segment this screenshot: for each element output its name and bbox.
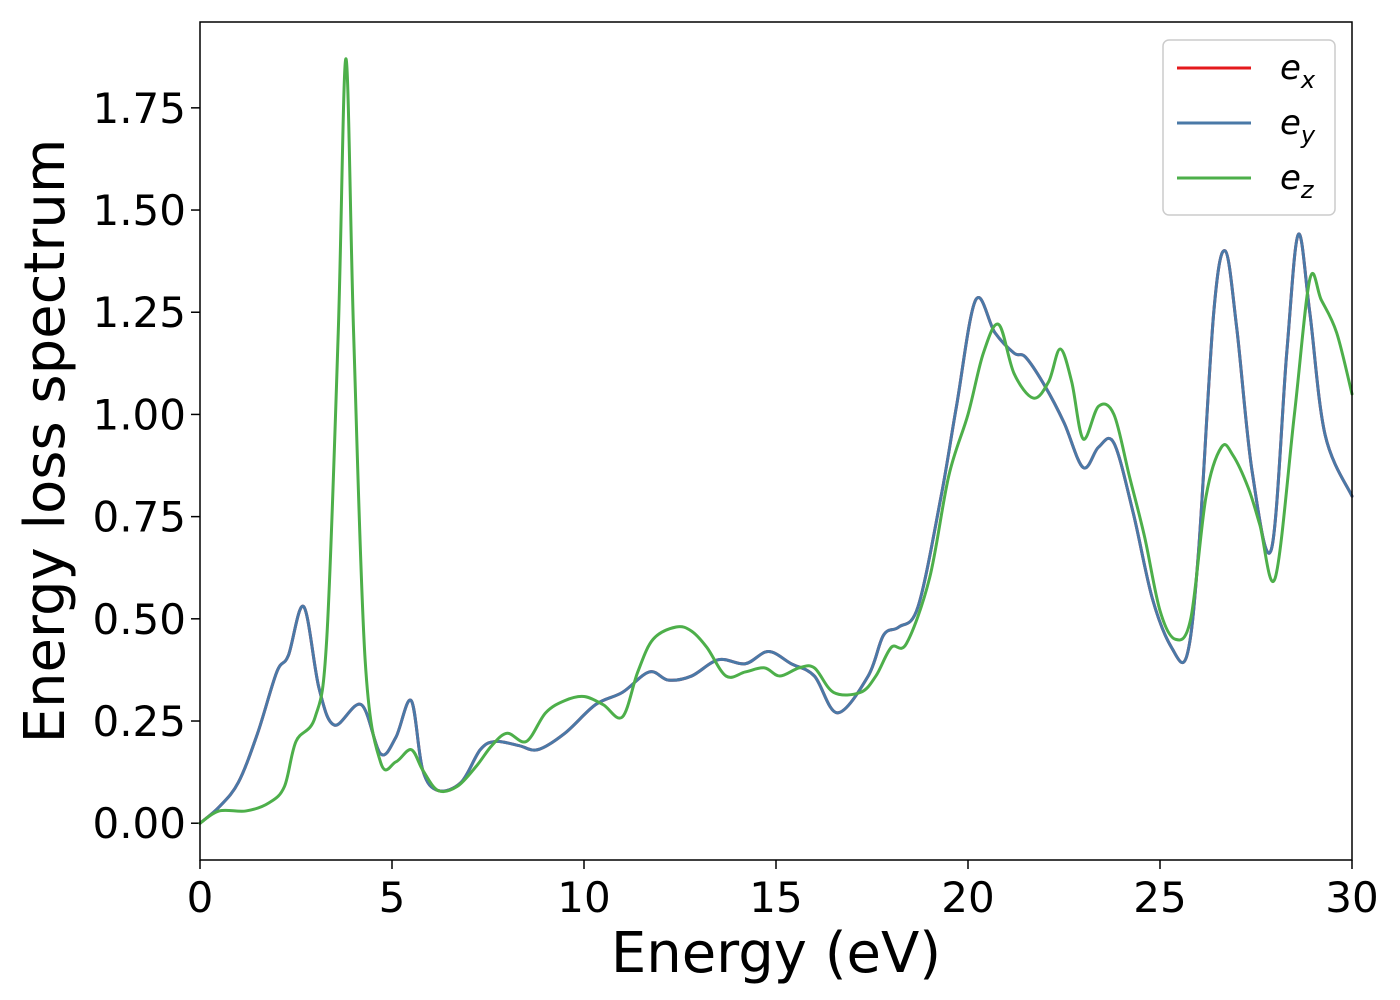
plot-lines [198,57,1354,825]
y-tick-label: 0.25 [92,697,186,746]
legend-box [1162,39,1336,216]
x-tick-label: 5 [379,873,406,922]
x-axis-label: Energy (eV) [611,921,941,986]
y-tick-label: 0.00 [92,799,186,848]
x-axis-ticks: 0 5 10 15 20 25 30 [187,860,1379,922]
series-line-e-y [198,232,1354,825]
x-tick-label: 15 [749,873,802,922]
y-tick-label: 1.50 [92,186,186,235]
y-tick-label: 1.25 [92,288,186,337]
x-tick-label: 0 [187,873,214,922]
legend: ex ey ez [1162,39,1336,216]
x-tick-label: 10 [557,873,610,922]
legend-entry-e-x: ex [1177,48,1316,94]
x-tick-label: 30 [1325,873,1378,922]
legend-label: ez [1280,158,1315,204]
y-tick-label: 1.00 [92,390,186,439]
legend-entry-e-y: ey [1177,103,1316,149]
y-tick-label: 0.50 [92,595,186,644]
legend-entry-e-z: ez [1177,158,1315,204]
y-axis-label: Energy loss spectrum [13,139,78,744]
legend-label: ex [1280,48,1316,94]
y-tick-label: 0.75 [92,493,186,542]
x-tick-label: 25 [1133,873,1186,922]
y-tick-label: 1.75 [92,84,186,133]
legend-label: ey [1280,103,1316,149]
y-axis-ticks: 0.00 0.25 0.50 0.75 1.00 1.25 1.50 1.75 [92,84,200,848]
series-line-e-z [198,57,1354,825]
x-tick-label: 20 [941,873,994,922]
plot-frame [199,21,1353,861]
